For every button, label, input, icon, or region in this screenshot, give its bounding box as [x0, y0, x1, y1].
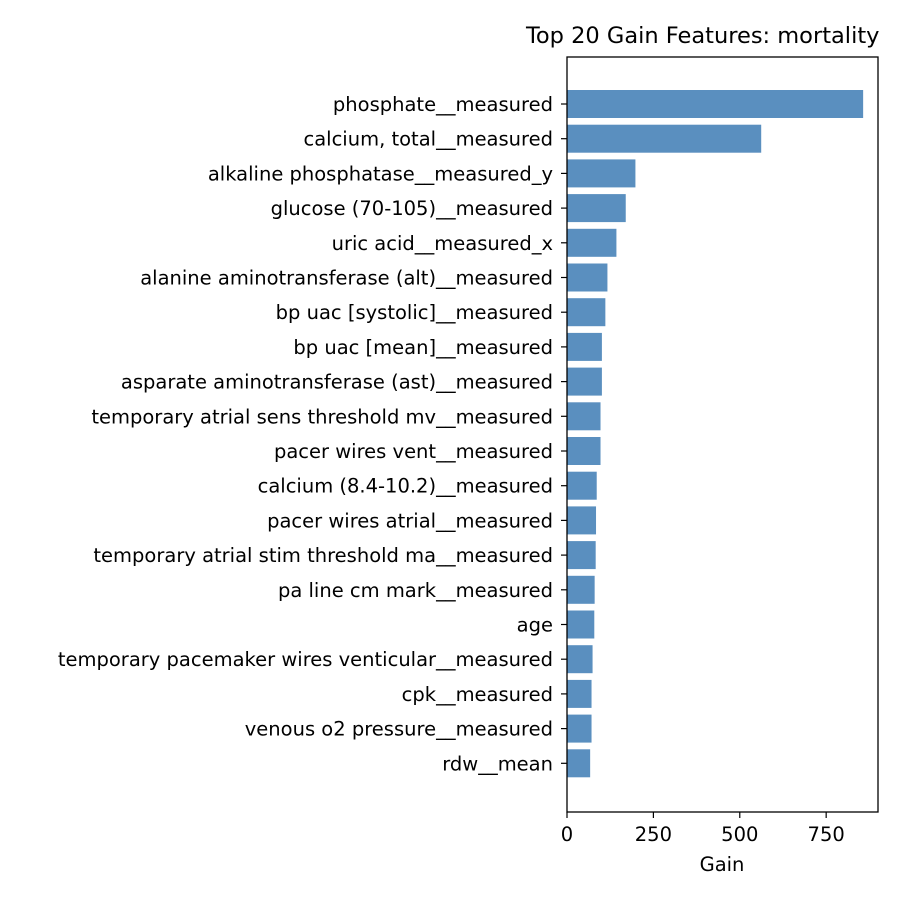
chart-title: Top 20 Gain Features: mortality: [525, 23, 879, 49]
category-label: temporary pacemaker wires venticular__me…: [58, 648, 553, 671]
category-label: phosphate__measured: [333, 93, 553, 116]
category-label: calcium, total__measured: [304, 128, 554, 151]
category-label: pacer wires atrial__measured: [267, 509, 553, 532]
category-label: calcium (8.4-10.2)__measured: [258, 475, 553, 498]
bar: [567, 402, 601, 431]
bar: [567, 645, 593, 674]
bar: [567, 714, 592, 743]
category-label: glucose (70-105)__measured: [271, 197, 553, 220]
bar: [567, 159, 636, 188]
bar: [567, 437, 601, 465]
bar: [567, 367, 602, 396]
category-label: venous o2 pressure__measured: [245, 718, 553, 741]
category-label: alanine aminotransferase (alt)__measured: [140, 267, 553, 290]
bar: [567, 471, 597, 500]
bar: [567, 124, 762, 153]
category-label: uric acid__measured_x: [332, 232, 553, 255]
x-tick-label: 250: [635, 823, 672, 846]
x-tick-label: 0: [561, 823, 573, 846]
category-label: age: [517, 614, 553, 637]
category-label: pa line cm mark__measured: [278, 579, 553, 602]
bar: [567, 332, 602, 361]
category-label: rdw__mean: [442, 752, 553, 775]
bar: [567, 679, 592, 708]
category-label: temporary atrial sens threshold mv__meas…: [91, 405, 553, 428]
category-label: cpk__measured: [402, 683, 553, 706]
bar: [567, 506, 597, 535]
category-label: bp uac [systolic]__measured: [276, 301, 553, 324]
bar-group: [567, 90, 864, 778]
bar: [567, 575, 595, 604]
bar: [567, 610, 595, 639]
bar: [567, 263, 608, 292]
x-tick-label: 500: [721, 823, 758, 846]
category-labels: phosphate__measured calcium, total__measu…: [58, 93, 567, 775]
bar: [567, 228, 617, 257]
category-label: pacer wires vent__measured: [274, 440, 553, 463]
x-tick-label: 750: [808, 823, 845, 846]
x-axis-ticks: 0 250 500 750: [561, 812, 845, 846]
x-axis-label: Gain: [700, 853, 745, 876]
bar: [567, 194, 626, 223]
plot-frame: [566, 56, 879, 813]
bar: [567, 90, 864, 118]
category-label: temporary atrial stim threshold ma__meas…: [93, 544, 553, 567]
category-label: bp uac [mean]__measured: [293, 336, 553, 359]
bar: [567, 541, 596, 570]
category-label: alkaline phosphatase__measured_y: [208, 162, 553, 185]
category-label: asparate aminotransferase (ast)__measure…: [121, 371, 553, 394]
bar: [567, 298, 606, 327]
bar: [567, 749, 591, 778]
